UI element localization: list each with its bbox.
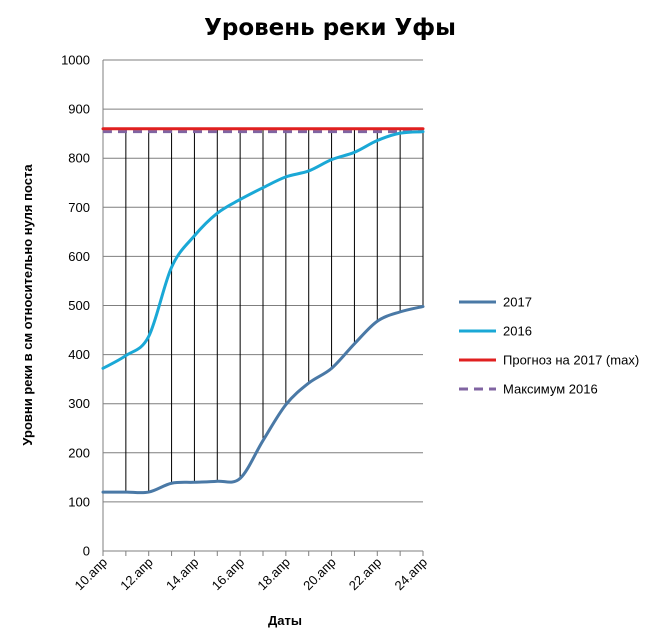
x-tick-label: 16.апр [209, 555, 248, 594]
y-tick-label: 300 [68, 396, 90, 411]
x-tick-label: 18.апр [254, 555, 293, 594]
series-line-2 [101, 130, 425, 370]
y-tick-label: 400 [68, 347, 90, 362]
y-tick-label: 100 [68, 494, 90, 509]
y-axis-title: Уровни реки в см относительно нуля поста [20, 164, 35, 446]
chart-title: Уровень реки Уфы [204, 15, 456, 41]
y-tick-label: 0 [83, 544, 90, 559]
legend: 2017 2016 Прогноз на 2017 (max) Максимум 20… [459, 295, 639, 397]
legend-entry: Максимум 2016 [503, 382, 598, 397]
x-axis-title: Даты [268, 613, 302, 628]
x-tick-label: 10.апр [72, 555, 111, 594]
y-tick-label: 700 [68, 200, 90, 215]
legend-entry: Прогноз на 2017 (max) [503, 353, 639, 368]
x-tick-label: 12.апр [117, 555, 156, 594]
y-tick-label: 1000 [61, 53, 90, 68]
y-tick-label: 200 [68, 445, 90, 460]
series-group [101, 127, 425, 495]
y-tick-label: 600 [68, 249, 90, 264]
y-tick-label: 900 [68, 102, 90, 117]
axes [102, 60, 424, 556]
x-tick-label: 20.апр [300, 555, 339, 594]
series-line-1 [101, 304, 425, 495]
x-tick-label: 22.апр [346, 555, 385, 594]
x-tick-labels: 10.апр 12.апр 14.апр 16.апр 18.апр 20.апр 22.а… [72, 555, 431, 594]
y-tick-labels: 0 100 200 300 400 500 600 700 800 900 1000 [61, 53, 90, 559]
legend-entry: 2017 [503, 295, 532, 310]
drop-lines [102, 128, 424, 493]
y-tick-label: 800 [68, 151, 90, 166]
x-tick-label: 14.апр [163, 555, 202, 594]
y-tick-label: 500 [68, 298, 90, 313]
legend-entry: 2016 [503, 324, 532, 339]
x-tick-label: 24.апр [392, 555, 431, 594]
